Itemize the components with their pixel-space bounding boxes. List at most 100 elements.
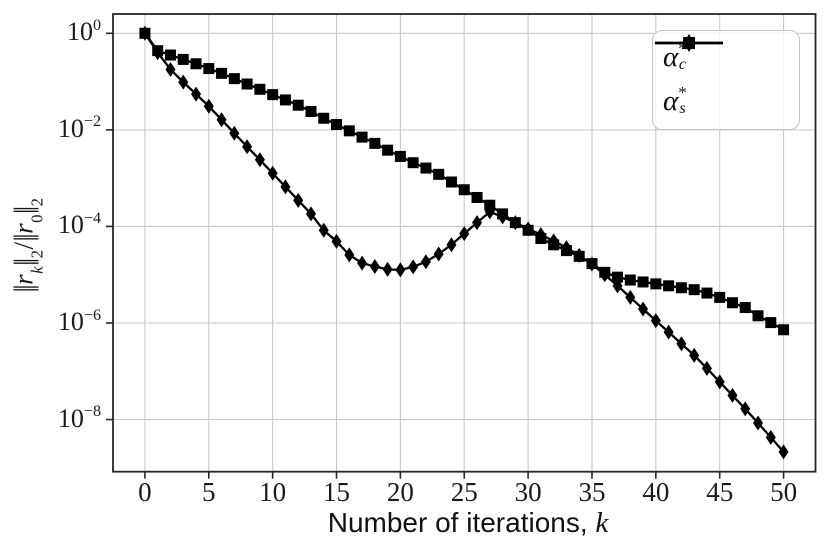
diamond-marker <box>229 125 240 141</box>
square-marker <box>471 191 483 203</box>
square-marker <box>701 287 713 299</box>
diamond-marker <box>369 258 380 274</box>
diamond-marker <box>599 267 610 283</box>
square-marker <box>369 137 381 149</box>
diamond-marker <box>357 255 368 271</box>
y-tick-label: 10−4 <box>57 209 101 240</box>
y-axis-label-part: / <box>8 241 39 250</box>
square-marker <box>778 324 790 336</box>
y-axis-label-part: k <box>27 265 47 274</box>
x-tick-label: 45 <box>706 477 734 507</box>
x-tick-label: 50 <box>770 477 798 507</box>
diamond-marker <box>152 45 163 61</box>
diamond-marker <box>216 112 227 128</box>
square-marker <box>433 168 445 180</box>
diamond-marker <box>778 444 789 460</box>
square-marker <box>267 89 279 101</box>
diamond-marker <box>203 98 214 114</box>
series-alpha_s_star <box>139 25 789 460</box>
diamond-marker <box>433 246 444 262</box>
x-tick-label: 5 <box>202 477 216 507</box>
square-marker <box>203 63 215 75</box>
square-marker <box>382 144 394 156</box>
x-axis-label-variable: k <box>595 507 609 539</box>
square-marker <box>726 297 738 309</box>
diamond-marker <box>625 289 636 305</box>
square-marker <box>420 162 432 174</box>
square-marker <box>305 106 317 118</box>
diamond-marker <box>382 261 393 277</box>
square-marker <box>343 125 355 137</box>
y-axis-label: ||rk||2/||r0||2 <box>8 198 47 293</box>
x-tick-label: 10 <box>259 477 287 507</box>
y-tick-label: 10−8 <box>57 403 101 433</box>
x-tick-label: 15 <box>323 477 351 507</box>
square-marker <box>216 67 228 79</box>
diamond-marker <box>165 62 176 78</box>
square-marker <box>318 112 330 124</box>
y-axis-label-part: 2 <box>27 197 47 207</box>
diamond-marker <box>344 247 355 263</box>
diamond-marker <box>293 192 304 208</box>
square-marker <box>279 94 291 106</box>
legend-label-alpha_c_star: α * c <box>663 39 687 74</box>
diamond-marker <box>650 313 661 329</box>
x-tick-label: 30 <box>514 477 542 507</box>
diamond-marker <box>663 324 674 340</box>
diamond-marker <box>740 401 751 417</box>
diamond-marker <box>318 222 329 238</box>
diamond-marker <box>267 165 278 181</box>
x-tick-label: 35 <box>578 477 606 507</box>
diamond-marker <box>753 415 764 431</box>
y-tick-label: 10−2 <box>57 113 101 143</box>
square-marker <box>739 302 751 314</box>
square-marker <box>407 157 419 169</box>
square-marker <box>650 278 662 290</box>
diamond-marker <box>408 259 419 275</box>
legend-label-alpha_s_star: α * s <box>663 83 687 118</box>
y-axis-label-part: || <box>8 236 39 242</box>
diamond-marker <box>305 206 316 222</box>
square-marker <box>675 282 687 294</box>
ticks <box>106 32 785 479</box>
square-marker <box>292 99 304 111</box>
diamond-marker <box>638 301 649 317</box>
square-marker <box>714 291 726 303</box>
y-axis-label-part: || <box>8 208 39 214</box>
square-marker <box>765 317 777 329</box>
diamond-marker <box>178 74 189 90</box>
diamond-marker <box>683 34 695 52</box>
diamond-marker <box>484 204 495 220</box>
diamond-marker <box>254 152 265 168</box>
square-marker <box>624 274 636 286</box>
diamond-marker <box>727 387 738 403</box>
y-axis-label-part: r <box>8 273 39 285</box>
x-tick-label: 20 <box>386 477 414 507</box>
legend: α * c α * s <box>652 30 800 130</box>
diamond-marker <box>331 233 342 249</box>
diamond-marker <box>689 347 700 363</box>
y-tick-label: 100 <box>66 16 101 47</box>
diamond-marker <box>472 215 483 231</box>
x-tick-label: 40 <box>642 477 670 507</box>
square-marker <box>458 184 470 196</box>
square-marker <box>445 176 457 188</box>
square-marker <box>356 131 368 143</box>
x-tick-label: 25 <box>450 477 478 507</box>
square-marker <box>241 78 253 90</box>
diamond-marker <box>765 429 776 445</box>
square-marker <box>164 49 176 61</box>
diamond-marker <box>395 262 406 278</box>
y-axis-label-part: || <box>8 287 39 293</box>
diamond-marker <box>459 226 470 242</box>
diamond-marker <box>139 25 150 41</box>
diamond-marker <box>191 86 202 102</box>
diamond-marker <box>714 374 725 390</box>
diamond-marker <box>497 209 508 225</box>
square-marker <box>254 83 266 95</box>
square-marker <box>752 310 764 322</box>
square-marker <box>612 271 624 283</box>
diamond-marker <box>535 227 546 243</box>
